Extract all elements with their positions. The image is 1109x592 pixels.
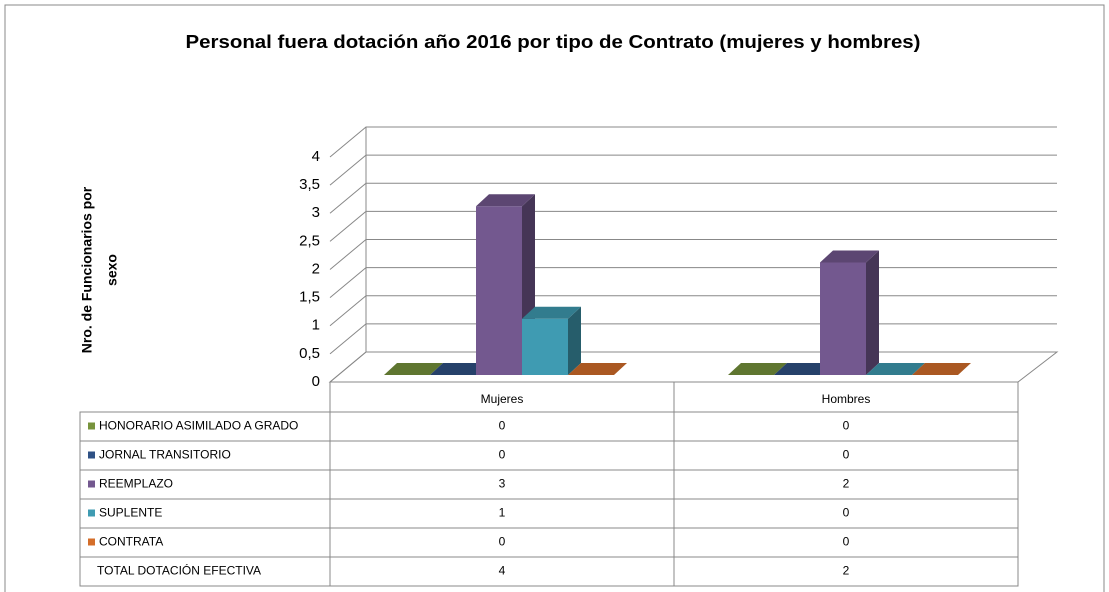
y-tick-label: 3 (312, 204, 320, 221)
grid-line (329, 154, 1057, 186)
bar (430, 363, 489, 375)
bar (912, 363, 971, 375)
bar-top (912, 363, 971, 375)
y-label: Nro. de Funcionarios por sexo (79, 186, 120, 353)
bar-top (522, 306, 581, 319)
legend-label: REEMPLAZO (99, 477, 173, 491)
legend-label: JORNAL TRANSITORIO (99, 448, 231, 462)
legend-key (88, 451, 95, 459)
y-tick-label: 2 (312, 260, 320, 277)
legend-label: TOTAL DOTACIÓN EFECTIVA (97, 563, 261, 578)
bar-side (568, 306, 581, 375)
bar (820, 250, 879, 375)
bar (728, 363, 787, 375)
y-tick-label: 3,5 (299, 176, 320, 193)
table-value: 2 (843, 477, 850, 491)
y-tick-label: 2,5 (299, 232, 320, 249)
bar (866, 363, 925, 375)
bar-top (866, 363, 925, 375)
y-tick-label: 4 (312, 148, 320, 165)
bar (568, 363, 627, 375)
bar (384, 363, 443, 375)
bar (774, 363, 833, 375)
bar-front (476, 206, 522, 375)
bar-side (866, 250, 879, 375)
bar-front (820, 262, 866, 375)
bar-top (728, 363, 787, 375)
bar-top (774, 363, 833, 375)
table-value: 0 (843, 448, 850, 462)
legend-label: SUPLENTE (99, 506, 162, 520)
y-tick-label: 0,5 (299, 345, 320, 362)
grid-line (329, 126, 1057, 158)
table-value: 1 (499, 506, 506, 520)
bar (522, 306, 581, 375)
y-label-line: sexo (104, 254, 120, 286)
table-value: 4 (499, 564, 506, 578)
table-value: 0 (843, 506, 850, 520)
table-value: 2 (843, 564, 850, 578)
table-value: 0 (843, 419, 850, 433)
bar-front (522, 318, 568, 375)
category-label: Mujeres (481, 392, 524, 406)
table-value: 3 (499, 477, 506, 491)
table-value: 0 (499, 535, 506, 549)
bar-top (820, 250, 879, 263)
legend-key (88, 538, 95, 546)
chart-border (4, 4, 1105, 592)
grid-line (329, 182, 1057, 214)
table-value: 0 (499, 419, 506, 433)
y-tick-label: 1 (312, 317, 320, 334)
legend-label: HONORARIO ASIMILADO A GRADO (99, 419, 298, 433)
legend-key (88, 509, 95, 517)
bar-top (476, 194, 535, 207)
table-value: 0 (499, 448, 506, 462)
bar-top (384, 363, 443, 375)
legend-label: CONTRATA (99, 535, 163, 549)
legend-key (88, 480, 95, 488)
category-label: Hombres (822, 392, 871, 406)
bar-top (568, 363, 627, 375)
bar-top (430, 363, 489, 375)
legend-key (88, 422, 95, 430)
y-tick-label: 1,5 (299, 289, 320, 306)
grid-line (329, 210, 1057, 242)
y-tick-label: 0 (312, 373, 320, 390)
grid-line (329, 239, 1057, 270)
table-value: 0 (843, 535, 850, 549)
chart-title: Personal fuera dotación año 2016 por tip… (186, 32, 921, 52)
y-label-line: Nro. de Funcionarios por (79, 186, 95, 353)
